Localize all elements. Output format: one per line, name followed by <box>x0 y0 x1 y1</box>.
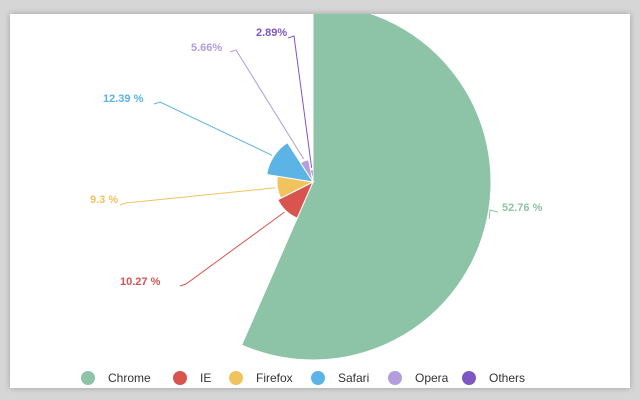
legend-item-firefox[interactable]: Firefox <box>229 371 293 385</box>
data-label-firefox: 9.3 % <box>90 194 118 206</box>
legend-label: Safari <box>338 371 369 385</box>
data-label-opera: 5.66% <box>191 42 222 54</box>
data-label-others: 2.89% <box>256 27 287 39</box>
legend-label: Chrome <box>108 371 151 385</box>
leader-line-safari <box>153 101 273 156</box>
legend-item-opera[interactable]: Opera <box>388 371 449 385</box>
data-label-ie: 10.27 % <box>120 276 161 288</box>
legend-label: Opera <box>415 371 449 385</box>
rose-pie-chart: 52.76 % 10.27 % 9.3 % 12.39 % 5.66% 2.89% Chr… <box>81 14 543 385</box>
slice-opera[interactable] <box>299 159 314 183</box>
legend-swatch <box>311 371 325 385</box>
leader-line-others <box>287 35 313 168</box>
legend-label: Firefox <box>256 371 293 385</box>
legend-swatch <box>81 371 95 385</box>
legend-item-ie[interactable]: IE <box>173 371 211 385</box>
legend-item-others[interactable]: Others <box>462 371 525 385</box>
chart-frame: 52.76 % 10.27 % 9.3 % 12.39 % 5.66% 2.89% Chr… <box>10 14 630 388</box>
leader-line-chrome <box>488 209 499 219</box>
legend-item-safari[interactable]: Safari <box>311 371 369 385</box>
leader-line-firefox <box>119 187 276 206</box>
data-label-chrome: 52.76 % <box>502 202 543 214</box>
legend-label: Others <box>489 371 525 385</box>
leader-line-opera <box>229 49 305 160</box>
legend-item-chrome[interactable]: Chrome <box>81 371 151 385</box>
slice-chrome[interactable] <box>240 14 492 361</box>
slice-safari[interactable] <box>266 141 315 183</box>
legend-swatch <box>173 371 187 385</box>
legend-swatch <box>229 371 243 385</box>
legend-label: IE <box>200 371 211 385</box>
legend-swatch <box>462 371 476 385</box>
leader-line-ie <box>179 211 285 287</box>
slice-others[interactable] <box>310 169 314 183</box>
legend-swatch <box>388 371 402 385</box>
data-label-safari: 12.39 % <box>103 93 144 105</box>
slice-ie[interactable] <box>277 180 315 219</box>
